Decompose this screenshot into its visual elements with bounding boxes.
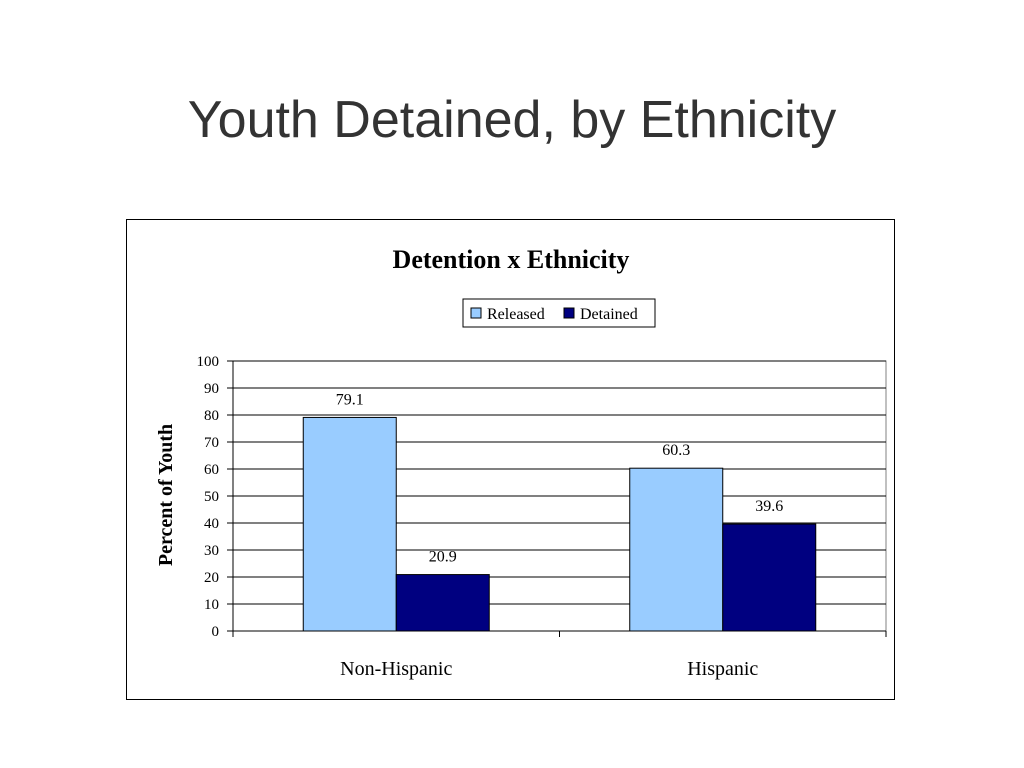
chart-legend: Released Detained (462, 298, 656, 328)
legend-box (462, 298, 656, 328)
y-tick-label: 70 (204, 435, 219, 451)
y-tick-label: 40 (204, 516, 219, 532)
y-tick-label: 80 (204, 408, 219, 424)
y-tick-label: 100 (197, 354, 220, 370)
chart-title: Detention x Ethnicity (393, 245, 630, 274)
x-category-label: Hispanic (687, 658, 758, 680)
bar-released (629, 467, 724, 632)
plot-area: 0 10 20 30 40 50 60 70 80 90 100 79.1 20.9 Non-Hispan… (197, 354, 887, 680)
y-tick-label: 20 (204, 570, 219, 586)
chart-frame: Detention x Ethnicity Released Detained … (126, 219, 895, 700)
y-axis-title: Percent of Youth (155, 424, 177, 566)
y-tick-label: 90 (204, 381, 219, 397)
y-tick-label: 30 (204, 543, 219, 559)
bar-released (302, 416, 397, 632)
y-tick-label: 50 (204, 489, 219, 505)
bar-detained (722, 523, 817, 632)
legend-swatch-released (470, 307, 482, 319)
x-category-label: Non-Hispanic (340, 658, 452, 680)
data-label: 39.6 (755, 498, 783, 515)
data-label: 60.3 (662, 442, 690, 459)
data-label: 20.9 (429, 549, 457, 566)
y-tick-label: 10 (204, 597, 219, 613)
slide-title: Youth Detained, by Ethnicity (187, 91, 837, 149)
chart-svg: Detention x Ethnicity Released Detained … (155, 245, 887, 680)
y-tick-label: 0 (212, 624, 220, 640)
legend-label-detained: Detained (580, 306, 638, 323)
legend-label-released: Released (487, 306, 545, 323)
y-tick-label: 60 (204, 462, 219, 478)
legend-swatch-detained (563, 307, 575, 319)
bar-detained (395, 574, 490, 632)
data-label: 79.1 (336, 391, 364, 408)
